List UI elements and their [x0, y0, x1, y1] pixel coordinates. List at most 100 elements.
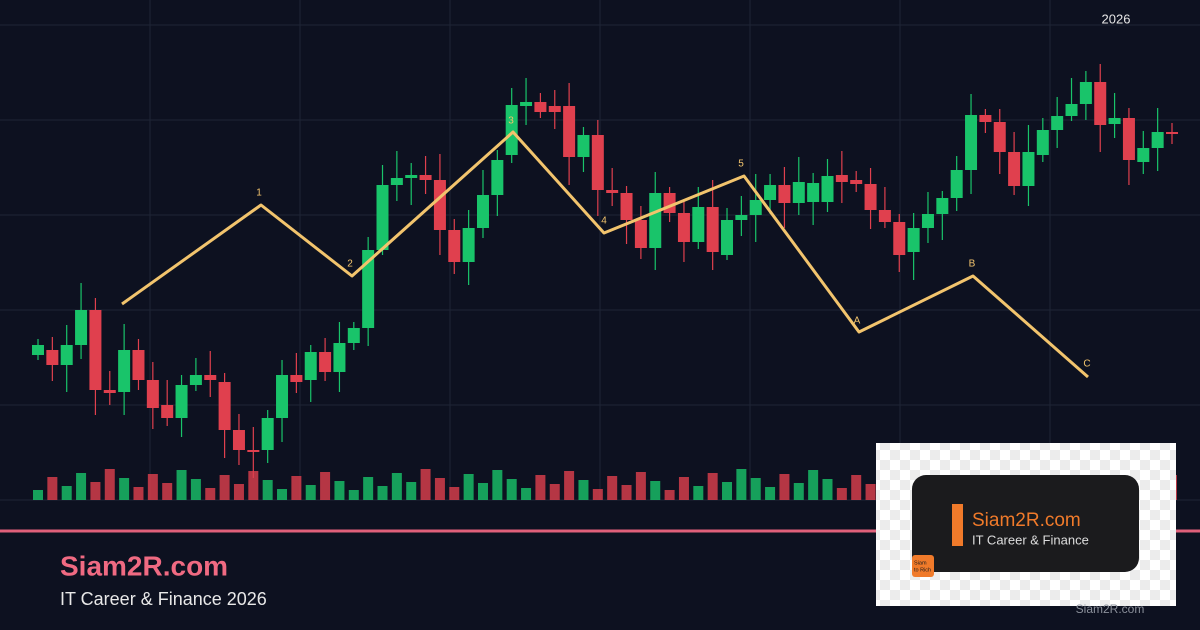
volume-bar [506, 479, 517, 500]
volume-bar [822, 479, 833, 500]
volume-bar [535, 475, 546, 500]
candle-body [376, 185, 389, 250]
candle-body [491, 160, 504, 195]
candle-body [563, 106, 576, 157]
candle-body [32, 345, 44, 355]
candle-body [433, 180, 446, 230]
candle-body [146, 380, 159, 408]
candle-body [993, 122, 1006, 152]
volume-bar [851, 475, 862, 500]
wave-label: A [854, 316, 861, 327]
candle-body [276, 375, 289, 418]
volume-bar [779, 474, 790, 500]
volume-bar [578, 480, 589, 500]
logo-card: Siam2R.com IT Career & Finance Siam to R… [876, 443, 1176, 616]
candle-body [950, 170, 963, 198]
volume-bar [549, 484, 560, 500]
volume-bar [76, 473, 87, 500]
candle-body [1079, 82, 1092, 104]
logo-badge [912, 555, 934, 577]
volume-bar [635, 472, 646, 500]
candle-body [634, 220, 647, 248]
candle-body [850, 180, 863, 184]
logo-subtitle: IT Career & Finance [972, 532, 1089, 547]
volume-bar [607, 476, 618, 500]
wave-label: 3 [508, 116, 514, 127]
candle-body [476, 195, 489, 228]
candle-body [677, 213, 690, 242]
candle-body [778, 185, 791, 203]
candle-body [735, 215, 748, 220]
candle-body [1036, 130, 1049, 155]
candle-body [548, 106, 561, 112]
volume-bar [147, 474, 158, 500]
candle-body [706, 207, 719, 252]
volume-bar [865, 484, 876, 500]
candle-body [1094, 82, 1107, 125]
candle-body [979, 115, 992, 122]
volume-bar [765, 487, 776, 500]
candle-body [1166, 132, 1178, 134]
volume-bar [162, 483, 173, 500]
volume-bar [650, 481, 661, 500]
candle-body [1051, 116, 1064, 130]
candle-body [721, 220, 734, 255]
volume-bar [248, 471, 259, 500]
candle-body [204, 375, 217, 380]
candle-body [89, 310, 102, 390]
volume-bar [793, 483, 804, 500]
candle-body [347, 328, 360, 343]
candle-body [821, 176, 834, 202]
wave-label: C [1083, 359, 1090, 370]
candle-body [520, 102, 533, 106]
wave-label: 1 [256, 188, 262, 199]
wave-label: 5 [738, 159, 744, 170]
candle-body [936, 198, 949, 214]
volume-bar [277, 489, 288, 500]
candle-body [448, 230, 461, 262]
candle-body [161, 405, 174, 418]
candle-body [577, 135, 590, 157]
candle-body [46, 350, 59, 365]
candle-body [304, 352, 317, 380]
volume-bar [348, 490, 359, 500]
candle-body [835, 175, 848, 182]
candle-body [764, 185, 777, 200]
volume-bar [47, 477, 58, 500]
brand-subtitle: IT Career & Finance 2026 [60, 589, 267, 609]
candle-body [1151, 132, 1164, 148]
volume-bar [664, 490, 675, 500]
volume-bar [420, 469, 431, 500]
candle-body [103, 390, 116, 393]
candle-body [390, 178, 403, 185]
candle-body [60, 345, 73, 365]
volume-bar [406, 482, 417, 500]
volume-bar [305, 485, 316, 500]
candle-body [692, 207, 705, 242]
candle-body [620, 193, 633, 220]
candle-body [807, 183, 820, 202]
candle-body [218, 382, 231, 430]
candle-body [907, 228, 920, 252]
candle-body [1137, 148, 1150, 162]
volume-bar [722, 482, 733, 500]
volume-bar [205, 488, 216, 500]
volume-bar [33, 490, 43, 500]
volume-bar [334, 481, 345, 500]
candle-body [75, 310, 88, 345]
logo-title: Siam2R.com [972, 510, 1081, 531]
volume-bar [477, 483, 488, 500]
volume-bar [90, 482, 101, 500]
candle-body [893, 222, 906, 255]
candle-body [1108, 118, 1121, 124]
candle-body [792, 182, 805, 203]
candle-body [247, 450, 260, 452]
candle-body [290, 375, 303, 382]
volume-bar [320, 472, 331, 500]
volume-bar [391, 473, 402, 500]
volume-bar [463, 474, 474, 500]
candle-body [749, 200, 762, 215]
volume-bar [119, 478, 130, 500]
candle-body [189, 375, 202, 385]
